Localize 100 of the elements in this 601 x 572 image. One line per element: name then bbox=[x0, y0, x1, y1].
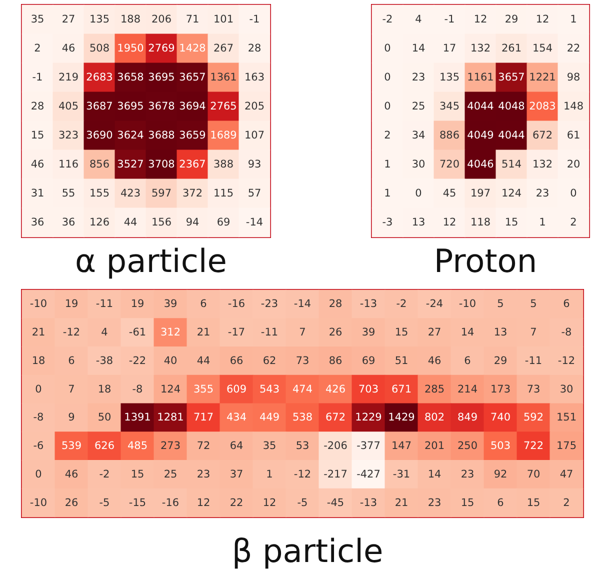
data-label: 21 bbox=[196, 326, 210, 339]
data-label: 132 bbox=[532, 158, 553, 170]
data-label: 1361 bbox=[210, 72, 237, 84]
data-label: 34 bbox=[412, 130, 426, 142]
data-label: 57 bbox=[248, 188, 262, 200]
data-label: 66 bbox=[230, 354, 244, 367]
data-label: 124 bbox=[501, 188, 522, 200]
data-label: 3688 bbox=[148, 130, 175, 142]
data-label: -10 bbox=[30, 496, 48, 509]
data-label: 0 bbox=[35, 383, 42, 396]
data-label: 2769 bbox=[148, 42, 175, 54]
data-label: 3657 bbox=[498, 72, 525, 84]
data-label: 45 bbox=[442, 188, 456, 200]
data-label: 355 bbox=[193, 383, 214, 396]
data-label: 13 bbox=[412, 216, 426, 228]
data-label: 23 bbox=[428, 496, 442, 509]
data-label: 40 bbox=[164, 354, 178, 367]
data-label: 1161 bbox=[467, 72, 494, 84]
data-label: -24 bbox=[426, 298, 444, 310]
data-label: 69 bbox=[362, 354, 376, 367]
data-label: 4044 bbox=[467, 100, 494, 112]
data-label: 132 bbox=[470, 42, 491, 54]
data-label: 250 bbox=[457, 440, 478, 452]
data-label: 2 bbox=[34, 42, 41, 54]
data-label: -6 bbox=[33, 440, 44, 452]
data-label: 1221 bbox=[529, 72, 556, 84]
data-label: 3695 bbox=[117, 100, 144, 112]
data-label: 261 bbox=[501, 42, 522, 54]
data-label: 2683 bbox=[86, 72, 113, 84]
data-label: 4049 bbox=[467, 130, 494, 142]
data-label: 15 bbox=[130, 468, 144, 480]
data-label: -15 bbox=[128, 496, 146, 509]
data-label: 101 bbox=[213, 14, 234, 26]
data-label: 219 bbox=[58, 72, 79, 84]
data-label: 802 bbox=[424, 412, 445, 424]
data-label: 3678 bbox=[148, 100, 175, 112]
data-label: 14 bbox=[412, 42, 426, 54]
data-label: -22 bbox=[128, 354, 146, 367]
data-label: 23 bbox=[196, 468, 210, 480]
data-label: 474 bbox=[292, 383, 313, 396]
data-label: 124 bbox=[160, 383, 181, 396]
data-label: -14 bbox=[294, 298, 312, 310]
data-label: 609 bbox=[226, 383, 247, 396]
data-label: 2 bbox=[570, 216, 577, 228]
data-label: 849 bbox=[457, 412, 478, 424]
data-label: 6 bbox=[497, 496, 504, 509]
data-label: 626 bbox=[94, 440, 115, 452]
data-label: 4 bbox=[101, 326, 108, 339]
data-label: 0 bbox=[384, 72, 391, 84]
data-label: 28 bbox=[328, 298, 342, 310]
data-label: 29 bbox=[494, 354, 508, 367]
text: Proton bbox=[434, 242, 538, 280]
data-label: 703 bbox=[358, 383, 379, 396]
data-label: 2 bbox=[563, 496, 570, 509]
data-label: 0 bbox=[415, 188, 422, 200]
data-label: 15 bbox=[526, 496, 540, 509]
data-label: 3695 bbox=[148, 72, 175, 84]
data-label: -38 bbox=[96, 354, 114, 367]
data-label: 3687 bbox=[86, 100, 113, 112]
data-label: 22 bbox=[566, 42, 580, 54]
data-label: 72 bbox=[196, 440, 210, 452]
data-label: 93 bbox=[248, 158, 262, 170]
data-label: 39 bbox=[164, 298, 178, 310]
data-label: 7 bbox=[530, 326, 537, 339]
data-label: 1229 bbox=[355, 412, 382, 424]
data-label: 46 bbox=[30, 158, 44, 170]
data-label: 44 bbox=[124, 216, 138, 228]
data-label: 62 bbox=[262, 354, 276, 367]
data-label: -5 bbox=[297, 496, 308, 509]
data-label: 503 bbox=[490, 440, 511, 452]
data-label: 205 bbox=[244, 100, 265, 112]
data-label: 6 bbox=[563, 298, 570, 310]
data-label: 388 bbox=[213, 158, 234, 170]
data-label: -8 bbox=[33, 412, 44, 424]
data-label: 423 bbox=[120, 188, 141, 200]
data-label: 4044 bbox=[498, 130, 526, 142]
data-label: 323 bbox=[58, 130, 79, 142]
data-label: 2 bbox=[384, 130, 391, 142]
data-label: 3624 bbox=[117, 130, 144, 142]
data-label: 592 bbox=[523, 412, 544, 424]
data-label: 17 bbox=[442, 42, 456, 54]
data-label: -45 bbox=[326, 496, 344, 509]
data-label: 98 bbox=[566, 72, 580, 84]
data-label: 29 bbox=[504, 14, 518, 26]
data-label: 30 bbox=[412, 158, 426, 170]
data-label: -217 bbox=[324, 468, 348, 480]
data-label: 1428 bbox=[179, 42, 206, 54]
data-label: 31 bbox=[30, 188, 44, 200]
data-label: 672 bbox=[325, 412, 346, 424]
data-label: 47 bbox=[560, 468, 574, 480]
data-label: 3657 bbox=[179, 72, 206, 84]
data-label: 23 bbox=[460, 468, 474, 480]
data-label: 538 bbox=[292, 412, 313, 424]
data-label: 21 bbox=[394, 496, 408, 509]
data-label: 201 bbox=[424, 440, 445, 452]
data-label: 14 bbox=[428, 468, 442, 480]
data-label: 856 bbox=[89, 158, 110, 170]
data-label: 46 bbox=[64, 468, 78, 480]
data-label: 51 bbox=[394, 354, 408, 367]
data-label: 71 bbox=[186, 14, 200, 26]
